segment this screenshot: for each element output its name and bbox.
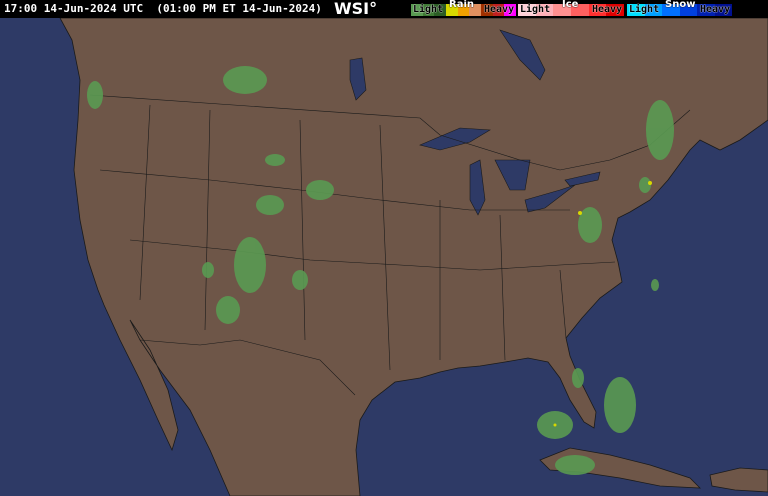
rain-legend-swatch bbox=[481, 4, 493, 16]
ice-legend-swatch bbox=[553, 4, 572, 16]
ice-legend-swatch bbox=[571, 4, 589, 16]
snow-legend-swatch bbox=[662, 4, 680, 16]
snow-caption: Snow bbox=[665, 0, 696, 10]
ice-heavy-label: Heavy bbox=[592, 4, 623, 15]
rain-legend-swatch bbox=[469, 4, 482, 16]
header-bar: 17:00 14-Jun-2024 UTC (01:00 PM ET 14-Ju… bbox=[0, 0, 768, 18]
snow-legend-swatch bbox=[697, 4, 715, 16]
ice-legend-swatch bbox=[588, 4, 607, 16]
rain-legend-swatch bbox=[504, 4, 517, 16]
snow-legend bbox=[627, 4, 732, 16]
north-america-land bbox=[59, 17, 768, 496]
rain-legend-swatch bbox=[411, 4, 423, 16]
rain-legend bbox=[411, 4, 517, 16]
ice-light-label: Light bbox=[520, 4, 551, 15]
rain-heavy-label: Heavy bbox=[484, 4, 515, 15]
timestamp-title: 17:00 14-Jun-2024 UTC (01:00 PM ET 14-Ju… bbox=[4, 2, 322, 15]
ice-legend-swatch bbox=[535, 4, 554, 16]
ice-legend-swatch bbox=[606, 4, 625, 16]
snow-legend-swatch bbox=[627, 4, 645, 16]
rain-caption: Rain bbox=[449, 0, 474, 10]
radar-heavy-cells bbox=[553, 181, 652, 427]
rain-legend-swatch bbox=[457, 4, 470, 16]
rain-legend-swatch bbox=[492, 4, 505, 16]
ice-legend bbox=[518, 4, 625, 16]
radar-precipitation bbox=[87, 66, 674, 475]
great-lakes bbox=[349, 29, 601, 216]
rain-legend-swatch bbox=[422, 4, 435, 16]
rain-light-label: Light bbox=[413, 4, 444, 15]
snow-legend-swatch bbox=[644, 4, 662, 16]
rain-legend-swatch bbox=[446, 4, 458, 16]
snow-heavy-label: Heavy bbox=[700, 4, 731, 15]
snow-legend-swatch bbox=[714, 4, 732, 16]
hispaniola bbox=[709, 467, 768, 493]
ice-legend-swatch bbox=[518, 4, 536, 16]
wsi-logo: WSI° bbox=[334, 0, 378, 18]
ice-caption: Ice bbox=[562, 0, 579, 10]
snow-legend-swatch bbox=[679, 4, 697, 16]
snow-light-label: Light bbox=[629, 4, 660, 15]
rain-legend-swatch bbox=[434, 4, 447, 16]
borders bbox=[89, 94, 691, 396]
